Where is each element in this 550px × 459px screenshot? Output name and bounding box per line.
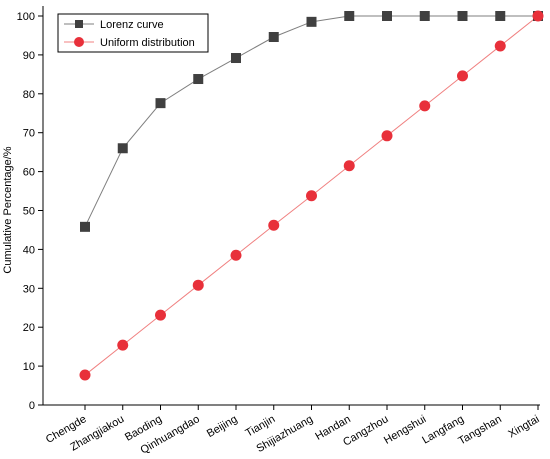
data-point-lorenz-curve-hengshui — [419, 11, 430, 21]
y-tick-label: 60 — [23, 167, 35, 179]
x-tick-label-tangshan: Tangshan — [456, 413, 503, 447]
legend-label-lorenz: Lorenz curve — [100, 19, 164, 31]
data-point-uniform-distribution-chengde — [79, 369, 91, 381]
data-point-lorenz-curve-tianjin — [268, 32, 279, 43]
y-axis-title: Cumulative Percentage/% — [2, 146, 14, 273]
data-point-lorenz-curve-shijiazhuang — [306, 16, 317, 27]
y-tick-label: 0 — [29, 400, 35, 412]
data-point-uniform-distribution-xingtai — [532, 10, 544, 22]
data-point-uniform-distribution-handan — [343, 160, 355, 172]
y-tick-label: 90 — [23, 50, 35, 62]
data-point-uniform-distribution-hengshui — [419, 100, 431, 112]
data-point-lorenz-curve-beijing — [231, 53, 241, 64]
y-tick-label: 100 — [17, 11, 35, 23]
data-point-lorenz-curve-qinhuangdao — [193, 74, 204, 85]
data-point-uniform-distribution-baoding — [155, 309, 166, 321]
y-tick-label: 70 — [23, 128, 35, 140]
x-tick-label-hengshui: Hengshui — [382, 413, 428, 447]
legend: Lorenz curve Uniform distribution — [57, 13, 209, 53]
data-point-uniform-distribution-langfang — [457, 70, 468, 82]
y-tick-label: 40 — [23, 244, 35, 256]
x-tick-label-xingtai: Xingtai — [506, 413, 541, 440]
legend-marker-uniform — [74, 37, 84, 47]
data-point-uniform-distribution-shijiazhuang — [306, 190, 317, 202]
y-tick-label: 30 — [23, 283, 35, 295]
y-tick-label: 80 — [23, 89, 35, 101]
data-point-uniform-distribution-qinhuangdao — [192, 279, 204, 291]
legend-marker-lorenz — [75, 20, 83, 28]
data-point-lorenz-curve-cangzhou — [382, 11, 392, 21]
y-tick-label: 50 — [23, 206, 35, 218]
data-point-lorenz-curve-tangshan — [495, 11, 506, 21]
data-point-lorenz-curve-handan — [344, 11, 355, 21]
data-point-uniform-distribution-beijing — [230, 249, 242, 261]
x-tick-label-beijing: Beijing — [205, 413, 240, 440]
y-tick-label: 20 — [23, 322, 35, 334]
data-point-uniform-distribution-tianjin — [268, 219, 280, 231]
legend-label-uniform: Uniform distribution — [100, 37, 195, 49]
y-tick-label: 10 — [23, 361, 35, 373]
data-point-lorenz-curve-chengde — [80, 221, 90, 232]
series-layer — [79, 10, 544, 381]
data-point-uniform-distribution-tangshan — [494, 40, 506, 52]
data-point-uniform-distribution-cangzhou — [381, 130, 393, 142]
data-point-lorenz-curve-zhangjiakou — [117, 143, 128, 154]
data-point-lorenz-curve-langfang — [457, 11, 468, 21]
data-point-lorenz-curve-baoding — [155, 98, 166, 109]
data-point-uniform-distribution-zhangjiakou — [117, 339, 129, 351]
